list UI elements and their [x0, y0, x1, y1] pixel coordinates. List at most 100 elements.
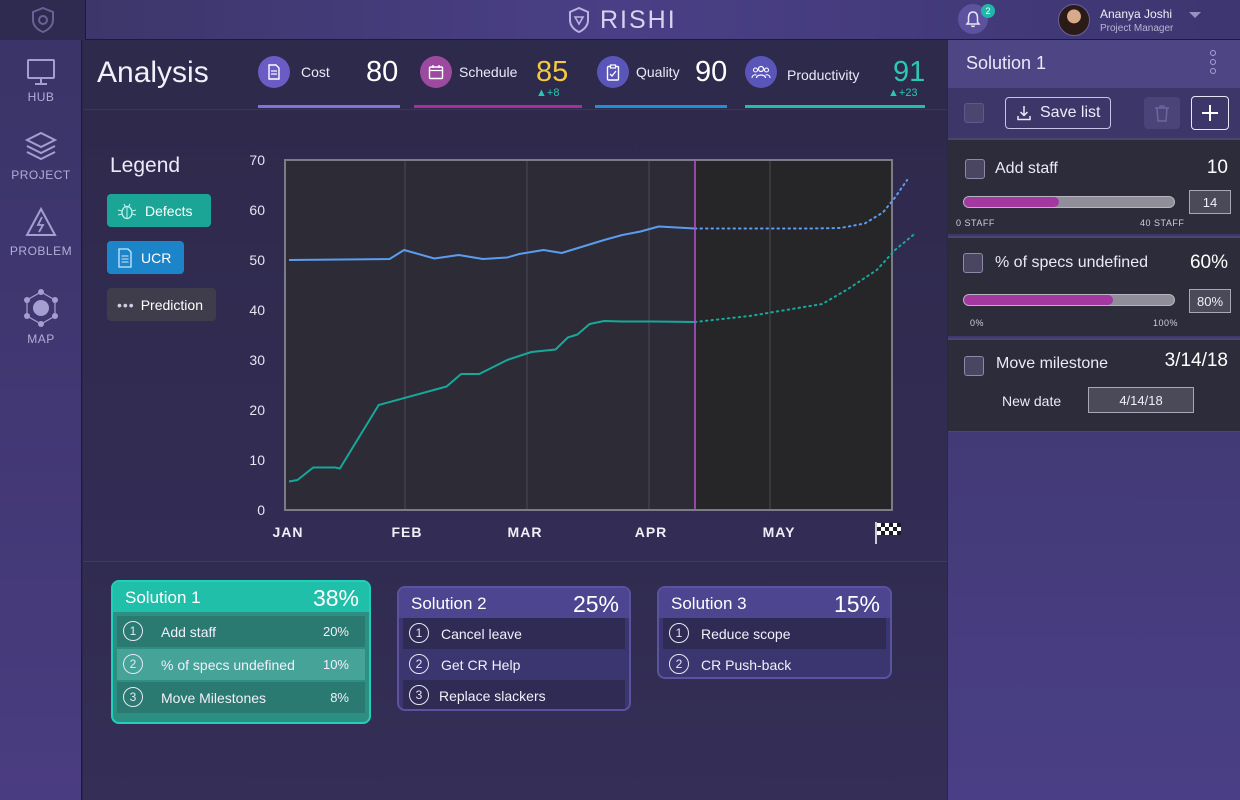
- nav-label: MAP: [27, 332, 55, 346]
- item-checkbox[interactable]: [964, 356, 984, 376]
- item-label: Add staff: [995, 160, 1058, 177]
- metric-value: 85: [536, 56, 569, 88]
- staff-slider[interactable]: [963, 196, 1175, 208]
- select-all-checkbox[interactable]: [964, 103, 984, 123]
- brand-name: RISHI: [600, 5, 677, 34]
- solution-item[interactable]: 1 Add staff 20%: [117, 616, 365, 647]
- solution-item[interactable]: 1 Reduce scope: [663, 618, 886, 649]
- item-number: 2: [669, 654, 689, 674]
- user-info: Ananya Joshi Project Manager: [1100, 7, 1173, 34]
- y-tick-label: 0: [257, 502, 265, 518]
- specs-input[interactable]: 80%: [1189, 289, 1231, 313]
- specs-slider[interactable]: [963, 294, 1175, 306]
- add-button[interactable]: [1191, 96, 1229, 130]
- metric-value: 80: [366, 56, 399, 88]
- nav-label: PROJECT: [11, 168, 71, 182]
- panel-item-specs: % of specs undefined 60% 0% 100% 80%: [948, 236, 1240, 336]
- item-number: 2: [409, 654, 429, 674]
- new-date-input[interactable]: 4/14/18: [1088, 387, 1194, 413]
- nav-item-problem[interactable]: PROBLEM: [0, 206, 82, 258]
- solution-title: Solution 2: [411, 594, 487, 613]
- item-value: 60%: [1189, 252, 1228, 273]
- clipboard-icon: [597, 56, 629, 88]
- metric-delta: ▲+8: [536, 87, 560, 99]
- save-label: Save list: [1040, 104, 1101, 121]
- warning-icon: [25, 206, 57, 236]
- item-checkbox[interactable]: [963, 253, 983, 273]
- item-value: 20%: [322, 624, 349, 639]
- document-icon: [118, 247, 132, 268]
- nav-item-project[interactable]: PROJECT: [0, 130, 82, 182]
- dots-icon: •••: [117, 296, 135, 313]
- left-nav: HUB PROJECT PROBLEM MAP: [0, 40, 82, 800]
- solution-item[interactable]: 1 Cancel leave: [403, 618, 625, 649]
- monitor-icon: [27, 59, 55, 85]
- legend-title: Legend: [110, 154, 181, 177]
- legend-label: Defects: [145, 202, 193, 219]
- metric-delta-value: +23: [898, 87, 918, 99]
- solution-item[interactable]: 2 Get CR Help: [403, 649, 625, 680]
- item-number: 1: [409, 623, 429, 643]
- item-value: 10%: [322, 657, 349, 672]
- panel-item-add-staff: Add staff 10 0 STAFF 40 STAFF 14: [948, 138, 1240, 234]
- legend-item-prediction[interactable]: ••• Prediction: [107, 288, 216, 321]
- solution-item[interactable]: 2 % of specs undefined 10%: [117, 649, 365, 680]
- x-tick-label: JAN: [272, 524, 303, 540]
- brand: RISHI: [568, 4, 677, 36]
- staff-input[interactable]: 14: [1189, 190, 1231, 214]
- metric-underline: [745, 105, 925, 108]
- item-value: 10: [1206, 157, 1228, 178]
- metric-underline: [414, 105, 582, 108]
- y-tick-label: 50: [249, 252, 265, 268]
- shield-logo-icon: [31, 7, 54, 33]
- metric-schedule[interactable]: Schedule 85 ▲+8: [414, 52, 582, 108]
- item-label: % of specs undefined: [995, 254, 1148, 271]
- solution-item[interactable]: 3 Move Milestones 8%: [117, 682, 365, 713]
- nav-item-hub[interactable]: HUB: [0, 58, 82, 104]
- item-number: 1: [123, 621, 143, 641]
- item-label: Cancel leave: [441, 626, 522, 642]
- chart-panel: Legend Defects UCR ••• Prediction 0 10 20 3…: [83, 110, 947, 562]
- item-number: 3: [123, 687, 143, 707]
- metric-delta-value: +8: [546, 87, 560, 99]
- metric-underline: [258, 105, 400, 108]
- slider-fill: [964, 197, 1059, 207]
- item-label: Move milestone: [996, 355, 1109, 372]
- solution-item[interactable]: 3 Replace slackers: [403, 680, 625, 709]
- solution-card-2[interactable]: Solution 2 25% 1 Cancel leave 2 Get CR H…: [397, 586, 631, 711]
- chevron-down-icon[interactable]: [1189, 12, 1202, 18]
- solution-item[interactable]: 2 CR Push-back: [663, 649, 886, 677]
- panel-title: Solution 1: [966, 53, 1047, 73]
- nav-label: PROBLEM: [9, 244, 73, 258]
- metric-underline: [595, 105, 727, 108]
- metric-cost[interactable]: Cost 80: [258, 52, 400, 108]
- x-tick-label: MAY: [763, 524, 796, 540]
- legend-item-ucr[interactable]: UCR: [107, 241, 184, 274]
- series-prediction-2: [694, 234, 915, 323]
- network-icon: [24, 289, 58, 327]
- x-tick-label: APR: [635, 524, 668, 540]
- download-icon: [1017, 106, 1031, 121]
- metric-delta: ▲+23: [888, 87, 918, 99]
- panel-toolbar: Save list: [948, 88, 1240, 140]
- item-label: CR Push-back: [701, 657, 792, 673]
- finish-flag-icon: [875, 522, 901, 544]
- app-logo[interactable]: [0, 0, 86, 40]
- bug-icon: [117, 203, 137, 219]
- solution-card-1[interactable]: Solution 1 38% 1 Add staff 20% 2 % of sp…: [111, 580, 371, 724]
- metric-productivity[interactable]: Productivity 91 ▲+23: [745, 52, 925, 108]
- layers-icon: [24, 131, 58, 161]
- metric-label: Cost: [301, 64, 330, 80]
- delete-button[interactable]: [1144, 97, 1180, 129]
- notification-badge: 2: [981, 4, 995, 18]
- item-checkbox[interactable]: [965, 159, 985, 179]
- solution-card-3[interactable]: Solution 3 15% 1 Reduce scope 2 CR Push-…: [657, 586, 892, 679]
- main-area: Analysis Cost 80 Schedule 85 ▲+8 Quali: [83, 40, 947, 800]
- user-menu[interactable]: Ananya Joshi Project Manager: [1058, 2, 1202, 38]
- metric-quality[interactable]: Quality 90: [595, 52, 727, 108]
- nav-item-map[interactable]: MAP: [0, 288, 82, 346]
- item-label: Replace slackers: [439, 688, 546, 704]
- kebab-menu-icon[interactable]: [1210, 50, 1218, 78]
- save-list-button[interactable]: Save list: [1005, 97, 1111, 129]
- legend-item-defects[interactable]: Defects: [107, 194, 211, 227]
